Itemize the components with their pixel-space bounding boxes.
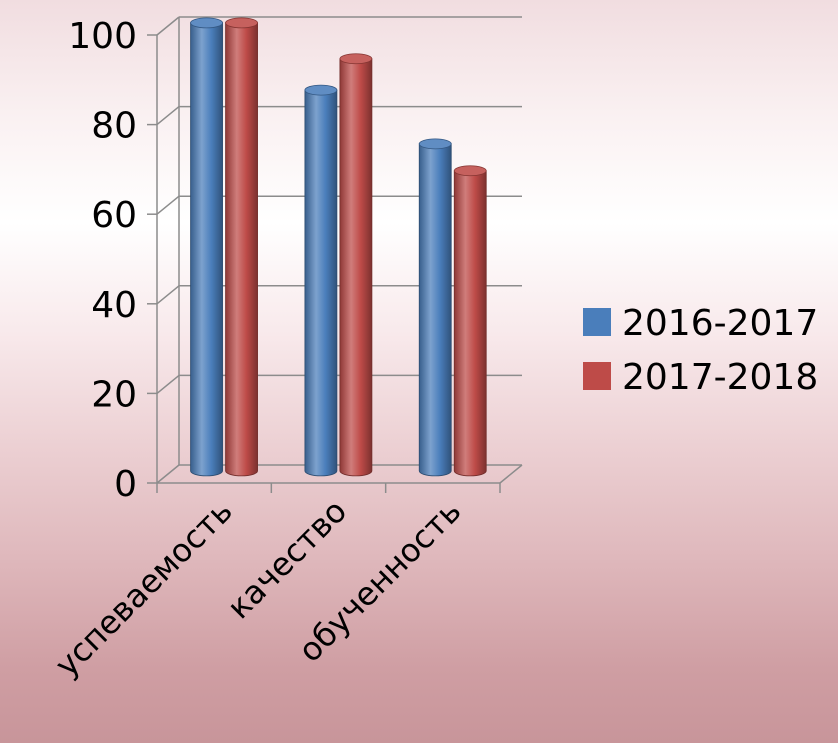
bars-layer (190, 17, 487, 477)
y-tick-label: 20 (91, 374, 137, 415)
y-tick-label: 0 (114, 464, 137, 505)
bar-2-1 (225, 17, 258, 477)
bar-2-3 (453, 165, 487, 477)
legend-label: 2017-2018 (622, 357, 818, 398)
bar-1-2 (304, 84, 338, 477)
legend-label: 2016-2017 (622, 303, 818, 344)
legend-swatch (583, 362, 611, 390)
gridline-diagonal (156, 374, 180, 394)
floor-right-edge (499, 464, 523, 484)
gridline-diagonal (156, 16, 180, 36)
y-tick-label: 40 (91, 285, 137, 326)
y-tick-label: 80 (91, 106, 137, 147)
legend-item-2: 2017-2018 (583, 357, 818, 398)
legend: 2016-2017 2017-2018 (583, 303, 818, 398)
bar-1-3 (418, 138, 452, 477)
legend-swatch (583, 308, 611, 336)
legend-item-1: 2016-2017 (583, 303, 818, 344)
y-tick-label: 100 (68, 16, 137, 57)
y-tick-label: 60 (91, 195, 137, 236)
gridline-diagonal (156, 285, 180, 305)
gridline-diagonal (156, 195, 180, 215)
gridline-diagonal (156, 106, 180, 126)
gridline-diagonal (156, 464, 180, 484)
axis-layer (147, 34, 523, 493)
bar-1-1 (190, 17, 223, 477)
bar-2-2 (339, 53, 373, 477)
x-tick-label: успеваемость (47, 492, 239, 684)
